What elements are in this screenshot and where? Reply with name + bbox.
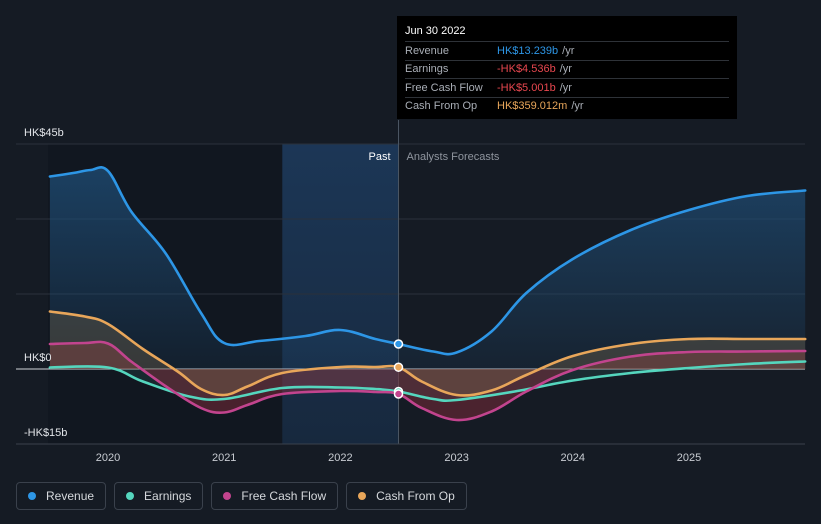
legend-item-free-cash-flow[interactable]: Free Cash Flow (211, 482, 339, 510)
tooltip-row-free-cash-flow: Free Cash Flow -HK$5.001b /yr (405, 78, 729, 97)
y-axis-label-top: HK$45b (24, 127, 64, 139)
tooltip-label: Earnings (405, 63, 449, 76)
legend-item-cash-from-op[interactable]: Cash From Op (346, 482, 467, 510)
tooltip: Jun 30 2022 Revenue HK$13.239b /yr Earni… (397, 16, 737, 119)
line-cash-from-op (48, 310, 807, 397)
x-axis-tick: 2021 (212, 452, 236, 464)
tooltip-label: Cash From Op (405, 100, 478, 113)
legend-dot-icon (358, 492, 367, 500)
tooltip-value: -HK$4.536b (497, 63, 556, 76)
x-axis-tick: 2020 (96, 452, 120, 464)
y-axis-label-zero: HK$0 (24, 352, 52, 364)
area-revenue (49, 167, 806, 369)
tooltip-unit: /yr (562, 44, 575, 57)
tooltip-unit: /yr (571, 100, 584, 113)
legend-dot-icon (126, 492, 135, 500)
tooltip-row-revenue: Revenue HK$13.239b /yr (405, 41, 729, 60)
legend-item-earnings[interactable]: Earnings (114, 482, 204, 510)
tooltip-unit: /yr (559, 63, 572, 76)
tooltip-row-cash-from-op: Cash From Op HK$359.012m /yr (405, 96, 729, 116)
tooltip-row-earnings: Earnings -HK$4.536b /yr (405, 59, 729, 79)
line-free-cash-flow (48, 340, 807, 422)
legend-label: Cash From Op (376, 489, 455, 503)
x-axis-tick: 2024 (561, 452, 585, 464)
tooltip-date: Jun 30 2022 (405, 25, 466, 37)
tooltip-label: Revenue (405, 44, 450, 57)
tooltip-value: HK$359.012m (497, 100, 568, 113)
legend-dot-icon (223, 492, 232, 500)
line-revenue (48, 165, 807, 356)
x-axis-tick: 2023 (444, 452, 468, 464)
legend-label: Earnings (144, 489, 192, 503)
forecast-label: Analysts Forecasts (407, 151, 500, 163)
legend: Revenue Earnings Free Cash Flow Cash Fro… (16, 482, 467, 510)
marker-free-cash-flow (393, 389, 404, 399)
legend-dot-icon (28, 492, 36, 500)
tooltip-value: HK$13.239b (497, 44, 559, 57)
marker-revenue (393, 339, 404, 349)
tooltip-unit: /yr (559, 81, 572, 94)
legend-label: Revenue (46, 489, 95, 503)
area-free-cash-flow (49, 341, 806, 421)
x-axis-tick: 2025 (677, 452, 701, 464)
x-axis-tick: 2022 (328, 452, 352, 464)
tooltip-label: Free Cash Flow (405, 81, 483, 94)
legend-item-revenue[interactable]: Revenue (16, 482, 107, 510)
legend-label: Free Cash Flow (241, 489, 327, 503)
past-label: Past (368, 151, 390, 163)
y-axis-label-bottom: -HK$15b (24, 427, 67, 439)
tooltip-value: -HK$5.001b (497, 81, 556, 94)
area-cash-from-op (49, 311, 806, 396)
marker-cash-from-op (393, 362, 404, 372)
